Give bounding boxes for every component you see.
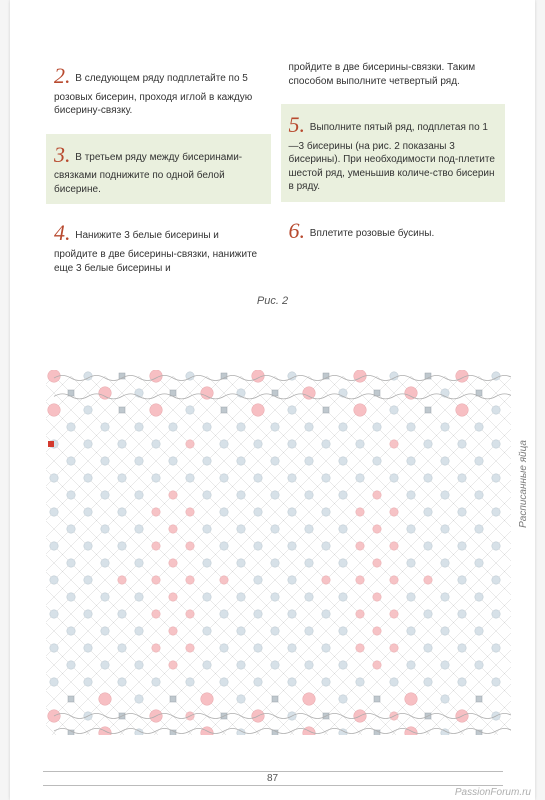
step-number: 5. bbox=[289, 112, 306, 137]
watermark: PassionForum.ru bbox=[455, 787, 531, 798]
step-text: Выполните пятый ряд, подплетая по 1—3 би… bbox=[289, 122, 495, 192]
figure-caption: Рис. 2 bbox=[10, 295, 535, 307]
step-text: пройдите в две бисерины-связки. Таким сп… bbox=[289, 62, 476, 87]
beadwork-diagram bbox=[46, 370, 511, 735]
instruction-step: 3. В третьем ряду между бисеринами-связк… bbox=[46, 134, 271, 205]
page: 2. В следующем ряду подплетайте по 5 роз… bbox=[10, 0, 535, 800]
instruction-step: 5. Выполните пятый ряд, подплетая по 1—3… bbox=[281, 104, 506, 202]
left-column: 2. В следующем ряду подплетайте по 5 роз… bbox=[46, 55, 271, 283]
right-column: пройдите в две бисерины-связки. Таким сп… bbox=[281, 55, 506, 283]
step-number: 4. bbox=[54, 220, 71, 245]
side-category-text: Расписанные яйца bbox=[518, 440, 529, 528]
instruction-columns: 2. В следующем ряду подплетайте по 5 роз… bbox=[10, 0, 535, 283]
instruction-step: 6. Вплетите розовые бусины. bbox=[281, 210, 506, 254]
step-number: 2. bbox=[54, 63, 71, 88]
instruction-step: 2. В следующем ряду подплетайте по 5 роз… bbox=[46, 55, 271, 126]
step-text: В следующем ряду подплетайте по 5 розовы… bbox=[54, 73, 252, 116]
step-text: Нанижите 3 белые бисерины и пройдите в д… bbox=[54, 230, 257, 273]
step-text: В третьем ряду между бисеринами-связками… bbox=[54, 152, 242, 195]
step-number: 3. bbox=[54, 142, 71, 167]
page-number-wrap: 87 bbox=[10, 771, 535, 786]
instruction-step: пройдите в две бисерины-связки. Таким сп… bbox=[281, 55, 506, 96]
instruction-step: 4. Нанижите 3 белые бисерины и пройдите … bbox=[46, 212, 271, 283]
page-number: 87 bbox=[43, 771, 503, 786]
step-text: Вплетите розовые бусины. bbox=[307, 228, 434, 239]
step-number: 6. bbox=[289, 218, 306, 243]
